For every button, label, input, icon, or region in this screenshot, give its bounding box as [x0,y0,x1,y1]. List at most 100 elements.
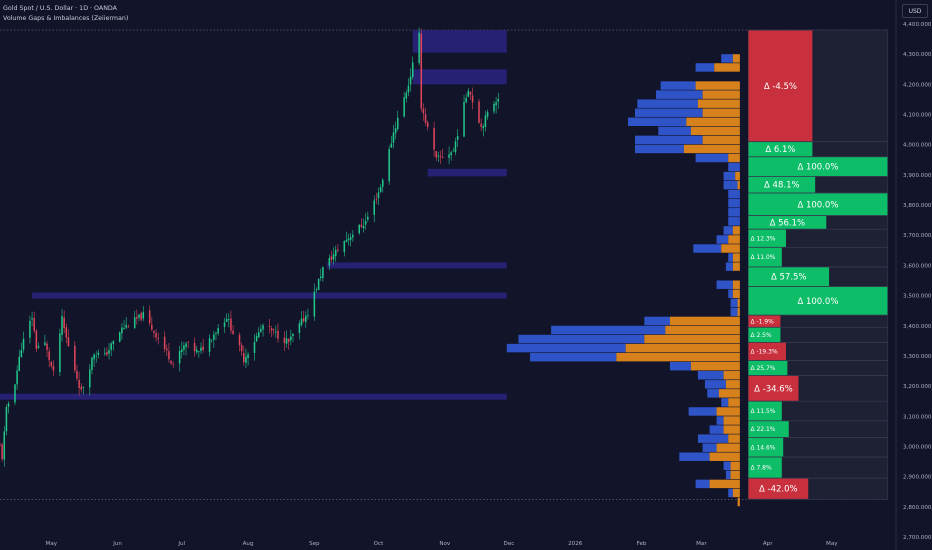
delta-label: Δ 2.5% [750,332,772,339]
delta-fill-bar [748,142,813,157]
symbol-title: Gold Spot / U.S. Dollar · 1D · OANDA [3,5,117,12]
profile-sell-bar [637,99,698,108]
candle-body [426,122,429,128]
y-tick-label: 2,800.000 [903,505,932,511]
candle-body [61,316,63,335]
profile-sell-bar [716,416,724,425]
candle-body [298,323,301,333]
candle-body [270,328,273,331]
candle-body [433,128,435,150]
delta-fill-bar [748,30,813,142]
profile-buy-bar [714,63,740,72]
candle-body [108,350,110,354]
y-tick-label: 4,100.000 [903,113,932,119]
profile-sell-bar [688,407,717,416]
candle-body [76,370,78,379]
candle-body [172,363,174,365]
profile-buy-bar [644,334,740,344]
candle-body [343,241,346,253]
candle-body [110,343,112,350]
candle-body [394,128,397,134]
delta-label: Δ 25.7% [750,365,775,372]
profile-sell-bar [723,461,731,471]
candle-body [313,291,316,317]
x-tick-label: Apr [763,541,773,547]
candle-body [7,403,10,407]
candle-body [63,317,65,328]
profile-sell-bar [658,126,691,136]
profile-sell-bar [723,226,733,235]
candle-body [486,112,489,117]
volume-gap-box [0,393,507,400]
profile-sell-bar [728,289,733,299]
candle-body [403,97,405,117]
y-tick-label: 4,000.000 [903,143,932,149]
candle-body [495,102,497,106]
currency-badge[interactable]: USD [902,4,928,18]
profile-sell-bar [725,262,733,271]
volume-gap-box [427,168,507,177]
profile-buy-bar [737,307,740,317]
candle-body [240,345,243,352]
delta-fill-bar [748,229,786,247]
indicator-title: Volume Gaps & Imbalances (Zeiierman) [3,15,129,22]
candle-body [82,387,85,388]
profile-buy-bar [723,425,740,434]
profile-sell-bar [728,217,740,226]
candle-body [484,115,487,127]
candle-body [217,328,219,334]
candle-body [125,324,127,328]
delta-label: Δ 100.0% [797,200,838,210]
candle-body [243,353,245,363]
candle-body [262,325,264,330]
candle-body [95,355,97,357]
candle-body [106,351,108,355]
candle-body [121,327,123,334]
profile-sell-bar [721,398,729,407]
profile-buy-bar [702,90,740,99]
profile-sell-bar [716,280,733,289]
x-tick-label: Oct [374,541,384,547]
candle-body [80,386,83,390]
x-tick-label: Dec [504,541,515,547]
candle-body [347,238,350,241]
delta-label: Δ 6.1% [765,145,795,155]
profile-sell-bar [530,352,617,362]
delta-label: Δ 7.8% [750,465,772,472]
delta-fill-bar [748,437,784,457]
delta-label: Δ 48.1% [764,181,800,191]
candle-body [151,324,153,330]
candle-body [272,329,275,331]
y-tick-label: 3,400.000 [903,324,932,330]
profile-buy-bar [683,144,740,154]
profile-sell-bar [628,117,687,126]
candle-body [373,200,375,215]
delta-label: Δ -1.9% [750,318,774,325]
profile-buy-bar [718,389,740,398]
profile-buy-bar [669,316,740,326]
candle-body [178,350,181,364]
profile-buy-bar [728,153,740,163]
candle-body [247,354,249,359]
candle-body [435,151,438,158]
candle-body [452,150,455,152]
profile-buy-bar [735,171,740,181]
candle-body [112,340,115,345]
profile-buy-bar [737,298,740,308]
candle-body [362,225,365,229]
candle-body [37,346,40,348]
profile-buy-bar [732,54,740,63]
profile-sell-bar [728,208,740,217]
delta-fill-bar [748,176,816,193]
candle-body [97,352,100,355]
candle-body [148,310,151,324]
delta-fill-bar [748,401,782,421]
candle-body [157,338,160,339]
candle-body [469,91,472,95]
candle-body [345,239,348,242]
candle-body [287,338,290,342]
profile-buy-bar [716,443,740,452]
candle-body [437,155,440,157]
